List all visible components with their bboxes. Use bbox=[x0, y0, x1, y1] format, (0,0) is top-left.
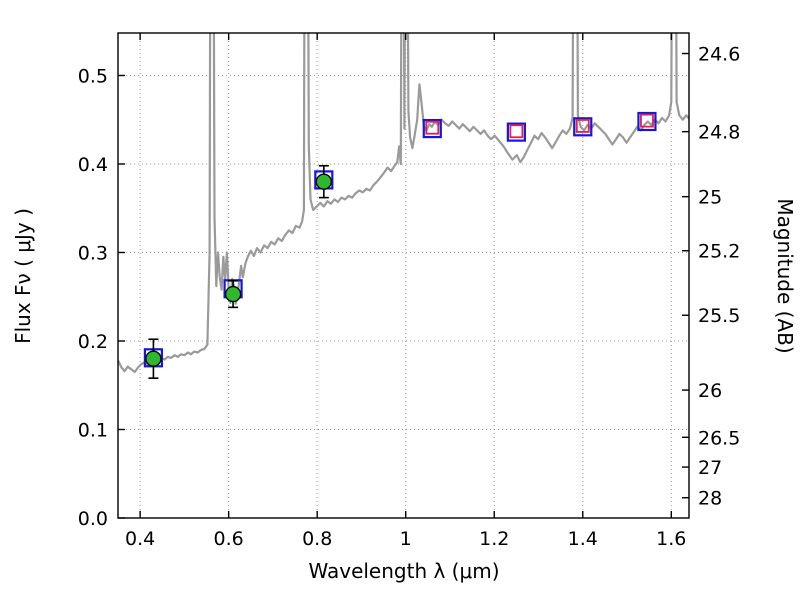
model-photometry-red-squares-marker bbox=[640, 113, 654, 128]
model-photometry-blue-squares-marker bbox=[573, 117, 593, 137]
y-tick-label-right: 25.5 bbox=[698, 305, 740, 327]
model-photometry-blue-squares-marker bbox=[506, 122, 526, 142]
y-axis-label-right: Magnitude (AB) bbox=[773, 198, 797, 353]
y-tick-label-right: 24.6 bbox=[698, 44, 740, 66]
y-tick-label-right: 26 bbox=[698, 380, 722, 402]
y-tick-label-left: 0.4 bbox=[78, 154, 108, 176]
y-tick-label-right: 28 bbox=[698, 488, 722, 510]
model-photometry-red-squares-marker bbox=[425, 120, 440, 135]
grid-layer bbox=[118, 33, 689, 519]
x-tick-label: 0.8 bbox=[302, 528, 332, 550]
x-tick-label: 0.6 bbox=[214, 528, 244, 550]
x-axis-label: Wavelength λ (μm) bbox=[308, 559, 499, 583]
plot-frame bbox=[117, 32, 690, 519]
y-axis-label-left: Flux Fν ( μJy ) bbox=[11, 208, 35, 344]
x-tick-label: 1 bbox=[400, 528, 412, 550]
axes-layer: 0.4 0.6 0.8 1 1.2 1.4 1.6 0.0 0.1 0.2 0.3 0.4 0.5 24.… bbox=[78, 32, 740, 550]
observed-photometry-green-circles-marker bbox=[315, 173, 332, 190]
y-tick-label-left: 0.2 bbox=[78, 331, 108, 353]
y-tick-label-right: 26.5 bbox=[698, 427, 740, 449]
model-spectrum bbox=[118, 33, 689, 374]
observed-photometry-green-circles-marker bbox=[224, 285, 242, 303]
model-photometry-blue-squares-marker bbox=[422, 118, 442, 139]
model-photometry-blue-squares-marker bbox=[637, 111, 657, 132]
y-tick-label-right: 24.8 bbox=[698, 122, 740, 144]
x-tick-label: 0.4 bbox=[125, 528, 155, 550]
x-tick-label: 1.4 bbox=[568, 528, 598, 550]
markers-layer bbox=[143, 111, 657, 379]
model-photometry-red-squares-marker bbox=[575, 119, 590, 133]
y-tick-label-left: 0.3 bbox=[78, 242, 108, 264]
spectrum-layer bbox=[118, 33, 689, 374]
y-tick-label-right: 25 bbox=[698, 187, 722, 209]
y-tick-label-right: 27 bbox=[698, 457, 722, 479]
y-tick-label-left: 0.0 bbox=[78, 508, 108, 530]
model-photometry-red-squares-marker bbox=[509, 124, 524, 139]
x-tick-label: 1.2 bbox=[479, 528, 509, 550]
y-tick-label-right: 25.2 bbox=[698, 241, 740, 263]
y-tick-label-left: 0.1 bbox=[78, 419, 108, 441]
x-tick-label: 1.6 bbox=[656, 528, 686, 550]
y-tick-label-left: 0.5 bbox=[78, 65, 108, 87]
observed-photometry-green-circles-marker bbox=[145, 350, 162, 367]
